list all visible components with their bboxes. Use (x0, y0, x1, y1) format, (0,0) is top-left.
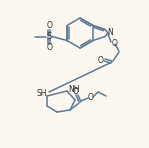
Text: N: N (107, 28, 113, 37)
Text: O: O (47, 21, 53, 30)
Text: O: O (88, 94, 94, 103)
Text: O: O (73, 87, 79, 96)
Text: O: O (112, 38, 118, 48)
Text: O: O (47, 43, 53, 52)
Text: SH: SH (37, 90, 47, 99)
Text: O: O (98, 56, 104, 65)
Text: S: S (46, 32, 52, 41)
Text: NH: NH (68, 86, 80, 95)
